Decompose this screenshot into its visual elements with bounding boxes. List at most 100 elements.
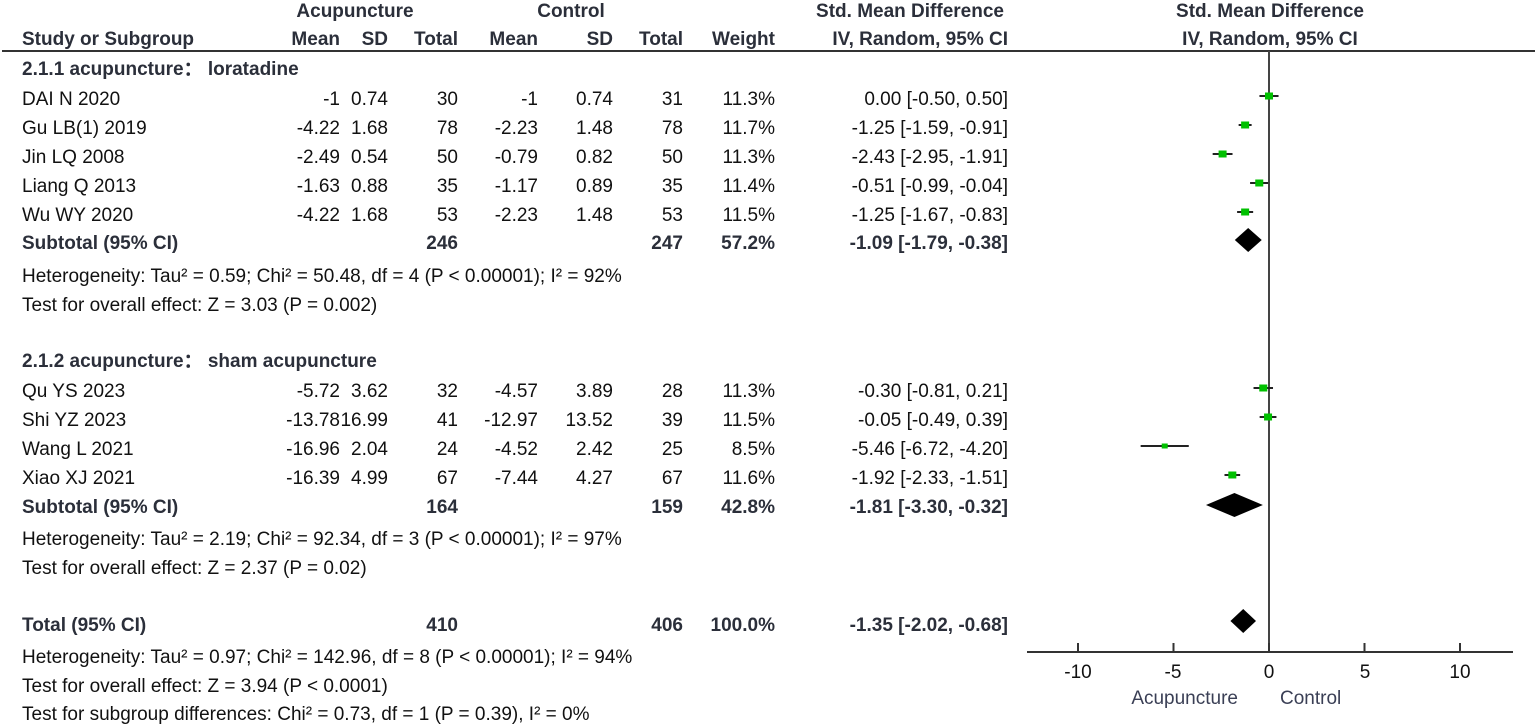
weight: 11.6% <box>722 468 775 489</box>
total2: 25 <box>661 439 683 460</box>
col-weight: Weight <box>712 29 775 50</box>
study-name: Wu WY 2020 <box>22 205 134 226</box>
subgroup-2-subtotal-label: Subtotal (95% CI) <box>22 497 179 518</box>
ci: -0.30 [-0.81, 0.21] <box>858 381 1008 402</box>
ci: -1.92 [-2.33, -1.51] <box>851 468 1008 489</box>
sd1: 3.62 <box>351 381 388 402</box>
total-weight: 100.0% <box>710 615 775 636</box>
sd1: 0.54 <box>351 147 388 168</box>
study-marker <box>1259 384 1268 392</box>
group1-header: Acupuncture <box>296 1 414 22</box>
ci: -0.05 [-0.49, 0.39] <box>858 410 1008 431</box>
weight: 11.3% <box>722 381 775 402</box>
ci: -0.51 [-0.99, -0.04] <box>851 176 1008 197</box>
total-heterogeneity: Heterogeneity: Tau² = 0.97; Chi² = 142.9… <box>22 647 633 668</box>
group2-header: Control <box>537 1 605 22</box>
weight: 11.4% <box>722 176 775 197</box>
subgroup-2-overall-effect: Test for overall effect: Z = 2.37 (P = 0… <box>22 558 367 579</box>
mean2: -1 <box>521 89 538 110</box>
subtotal-1-diamond <box>1234 228 1262 252</box>
total2: 50 <box>661 147 683 168</box>
weight: 11.5% <box>722 205 775 226</box>
study-name: Wang L 2021 <box>22 439 134 460</box>
sd2: 13.52 <box>565 410 613 431</box>
total2: 39 <box>661 410 683 431</box>
study-marker <box>1161 443 1168 449</box>
subgroup-1-subtotal-n2: 247 <box>651 233 683 254</box>
subgroup-2-title: 2.1.2 acupuncture： sham acupuncture <box>22 351 377 372</box>
mean2: -1.17 <box>494 176 538 197</box>
axis-left-label: Acupuncture <box>1131 688 1238 709</box>
study-name: Gu LB(1) 2019 <box>22 118 147 139</box>
col-total2: Total <box>639 29 683 50</box>
total2: 31 <box>661 89 683 110</box>
weight: 11.3% <box>722 89 775 110</box>
effect-header: Std. Mean Difference <box>816 1 1004 22</box>
total2: 35 <box>661 176 683 197</box>
sd1: 1.68 <box>351 118 388 139</box>
tick-label-10: 10 <box>1449 662 1471 683</box>
total1: 67 <box>436 468 458 489</box>
total-n1: 410 <box>426 615 458 636</box>
sd2: 1.48 <box>576 118 613 139</box>
sd2: 4.27 <box>576 468 613 489</box>
total-diamond <box>1230 609 1257 633</box>
total-ci: -1.35 [-2.02, -0.68] <box>849 615 1008 636</box>
study-marker <box>1241 208 1250 216</box>
axis-right-label: Control <box>1280 688 1342 709</box>
mean2: -0.79 <box>494 147 538 168</box>
subgroup-1-subtotal-weight: 57.2% <box>721 233 775 254</box>
subgroup-1-subtotal-n1: 246 <box>426 233 458 254</box>
study-marker <box>1265 92 1273 100</box>
total-overall-effect: Test for overall effect: Z = 3.94 (P < 0… <box>22 676 388 697</box>
total1: 30 <box>436 89 458 110</box>
sd2: 2.42 <box>576 439 613 460</box>
subgroup-1-overall-effect: Test for overall effect: Z = 3.03 (P = 0… <box>22 295 378 316</box>
total1: 32 <box>436 381 458 402</box>
total2: 53 <box>661 205 683 226</box>
mean2: -7.44 <box>494 468 538 489</box>
sd2: 0.89 <box>576 176 613 197</box>
mean1: -2.49 <box>296 147 340 168</box>
study-name: Jin LQ 2008 <box>22 147 125 168</box>
sd1: 0.74 <box>351 89 388 110</box>
subgroup-2-subtotal-ci: -1.81 [-3.30, -0.32] <box>849 497 1008 518</box>
study-name: Liang Q 2013 <box>22 176 137 197</box>
subgroup-1-title: 2.1.1 acupuncture： loratadine <box>22 59 299 80</box>
header-rule <box>2 50 1535 52</box>
col-mean1: Mean <box>291 29 340 50</box>
total-n2: 406 <box>651 615 683 636</box>
sd2: 0.82 <box>576 147 613 168</box>
total1: 78 <box>436 118 458 139</box>
mean1: -4.22 <box>296 205 340 226</box>
col-study: Study or Subgroup <box>22 29 195 50</box>
plot-header: Std. Mean Difference <box>1176 1 1364 22</box>
total1: 53 <box>436 205 458 226</box>
mean1: -1 <box>323 89 340 110</box>
sd1: 0.88 <box>351 176 388 197</box>
study-marker <box>1264 413 1273 421</box>
tick-label-neg5: -5 <box>1164 662 1182 683</box>
ci: 0.00 [-0.50, 0.50] <box>864 89 1008 110</box>
sd2: 0.74 <box>576 89 613 110</box>
study-name: Qu YS 2023 <box>22 381 126 402</box>
weight: 11.7% <box>722 118 775 139</box>
study-name: Xiao XJ 2021 <box>22 468 136 489</box>
weight: 11.3% <box>722 147 775 168</box>
subgroup-2-subtotal-weight: 42.8% <box>721 497 775 518</box>
ci: -1.25 [-1.59, -0.91] <box>851 118 1008 139</box>
study-name: Shi YZ 2023 <box>22 410 127 431</box>
mean1: -13.78 <box>286 410 340 431</box>
subgroup-2-heterogeneity: Heterogeneity: Tau² = 2.19; Chi² = 92.34… <box>22 529 622 550</box>
mean2: -12.97 <box>484 410 538 431</box>
mean1: -5.72 <box>296 381 340 402</box>
mean1: -16.96 <box>286 439 340 460</box>
total2: 28 <box>661 381 683 402</box>
total2: 67 <box>661 468 683 489</box>
tick-label-neg10: -10 <box>1064 662 1092 683</box>
study-marker <box>1228 471 1237 479</box>
subgroup-1-subtotal-label: Subtotal (95% CI) <box>22 233 179 254</box>
total2: 78 <box>661 118 683 139</box>
plot-col-ci: IV, Random, 95% CI <box>1182 29 1358 50</box>
col-sd1: SD <box>361 29 388 50</box>
